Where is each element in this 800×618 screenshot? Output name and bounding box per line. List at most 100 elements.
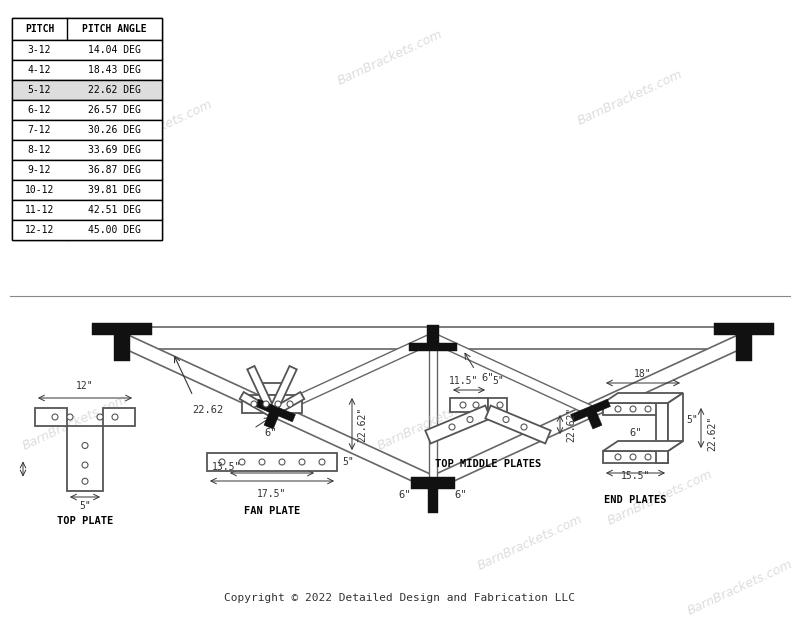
- Bar: [260, 383, 284, 395]
- Text: 6-12: 6-12: [28, 105, 51, 115]
- Polygon shape: [603, 441, 683, 451]
- Bar: [603, 403, 668, 415]
- Circle shape: [299, 459, 305, 465]
- Text: 18": 18": [634, 369, 652, 379]
- Bar: [103, 408, 135, 426]
- Text: 13.5": 13.5": [212, 462, 242, 472]
- Polygon shape: [409, 325, 457, 351]
- Bar: [118, 327, 748, 349]
- Bar: [12, 160, 162, 180]
- Circle shape: [82, 442, 88, 449]
- Polygon shape: [668, 393, 683, 451]
- Text: 11.5": 11.5": [450, 376, 478, 386]
- Circle shape: [319, 459, 325, 465]
- Text: 3-12: 3-12: [28, 45, 51, 55]
- Bar: [35, 408, 67, 426]
- Polygon shape: [247, 366, 276, 415]
- Text: 11-12: 11-12: [25, 205, 54, 215]
- Circle shape: [52, 414, 58, 420]
- Text: TOP PLATE: TOP PLATE: [57, 516, 113, 526]
- Polygon shape: [268, 366, 297, 415]
- Text: BarnBrackets.com: BarnBrackets.com: [375, 393, 485, 453]
- Bar: [12, 18, 162, 40]
- Text: 22.62 DEG: 22.62 DEG: [88, 85, 141, 95]
- Text: 45.00 DEG: 45.00 DEG: [88, 225, 141, 235]
- Text: 6": 6": [454, 490, 467, 500]
- Text: 5": 5": [342, 457, 354, 467]
- Bar: [656, 403, 668, 463]
- Bar: [429, 338, 437, 483]
- Text: 6": 6": [264, 428, 277, 438]
- Text: 39.81 DEG: 39.81 DEG: [88, 185, 141, 195]
- Bar: [207, 453, 337, 471]
- Circle shape: [630, 454, 636, 460]
- Text: 22.62: 22.62: [192, 405, 224, 415]
- Text: BarnBrackets.com: BarnBrackets.com: [475, 513, 585, 573]
- Text: END PLATES: END PLATES: [604, 495, 666, 505]
- Circle shape: [473, 402, 479, 408]
- Circle shape: [263, 401, 269, 407]
- Circle shape: [97, 414, 103, 420]
- Text: 5": 5": [79, 501, 91, 511]
- Circle shape: [503, 417, 509, 423]
- Text: 5": 5": [686, 415, 698, 425]
- Circle shape: [630, 406, 636, 412]
- Circle shape: [645, 406, 651, 412]
- Text: BarnBrackets.com: BarnBrackets.com: [606, 468, 714, 528]
- Text: 5-12: 5-12: [28, 85, 51, 95]
- Bar: [12, 180, 162, 200]
- Text: PITCH ANGLE: PITCH ANGLE: [82, 24, 147, 34]
- Text: BarnBrackets.com: BarnBrackets.com: [20, 393, 130, 453]
- Text: 18.43 DEG: 18.43 DEG: [88, 65, 141, 75]
- Text: 30.26 DEG: 30.26 DEG: [88, 125, 141, 135]
- Text: 42.51 DEG: 42.51 DEG: [88, 205, 141, 215]
- Text: 5": 5": [492, 376, 504, 386]
- Text: 22.62": 22.62": [357, 407, 367, 442]
- Bar: [12, 220, 162, 240]
- Text: Copyright © 2022 Detailed Design and Fabrication LLC: Copyright © 2022 Detailed Design and Fab…: [225, 593, 575, 603]
- Circle shape: [275, 401, 281, 407]
- Text: 6": 6": [482, 373, 494, 383]
- Text: 14.04 DEG: 14.04 DEG: [88, 45, 141, 55]
- Text: 36.87 DEG: 36.87 DEG: [88, 165, 141, 175]
- Text: 4-12: 4-12: [28, 65, 51, 75]
- Text: 7-12: 7-12: [28, 125, 51, 135]
- Circle shape: [67, 414, 73, 420]
- Polygon shape: [570, 399, 610, 429]
- Text: 12-12: 12-12: [25, 225, 54, 235]
- Text: TOP MIDDLE PLATES: TOP MIDDLE PLATES: [435, 459, 541, 469]
- Circle shape: [497, 402, 503, 408]
- Polygon shape: [240, 392, 274, 417]
- Circle shape: [239, 459, 245, 465]
- Bar: [12, 18, 162, 240]
- Polygon shape: [115, 332, 436, 489]
- Text: 33.69 DEG: 33.69 DEG: [88, 145, 141, 155]
- Text: 10-12: 10-12: [25, 185, 54, 195]
- Bar: [12, 140, 162, 160]
- Text: BarnBrackets.com: BarnBrackets.com: [106, 98, 214, 158]
- Text: BarnBrackets.com: BarnBrackets.com: [335, 28, 445, 88]
- Circle shape: [521, 424, 527, 430]
- Text: 6": 6": [630, 428, 642, 438]
- Circle shape: [82, 462, 88, 468]
- Polygon shape: [274, 334, 435, 415]
- Bar: [450, 398, 488, 412]
- Bar: [488, 398, 507, 412]
- Circle shape: [645, 454, 651, 460]
- Circle shape: [287, 401, 293, 407]
- Text: BarnBrackets.com: BarnBrackets.com: [575, 68, 685, 128]
- Circle shape: [219, 459, 225, 465]
- Polygon shape: [430, 332, 751, 489]
- Text: 6": 6": [398, 490, 411, 500]
- Polygon shape: [270, 392, 304, 417]
- Bar: [12, 80, 162, 100]
- Circle shape: [279, 459, 285, 465]
- Text: 22.62": 22.62": [707, 415, 717, 451]
- Text: BarnBrackets.com: BarnBrackets.com: [686, 558, 794, 618]
- Polygon shape: [486, 405, 550, 444]
- Polygon shape: [714, 323, 774, 361]
- Polygon shape: [411, 477, 455, 513]
- Polygon shape: [603, 393, 683, 403]
- Text: 22.62": 22.62": [566, 407, 576, 442]
- Text: 9-12: 9-12: [28, 165, 51, 175]
